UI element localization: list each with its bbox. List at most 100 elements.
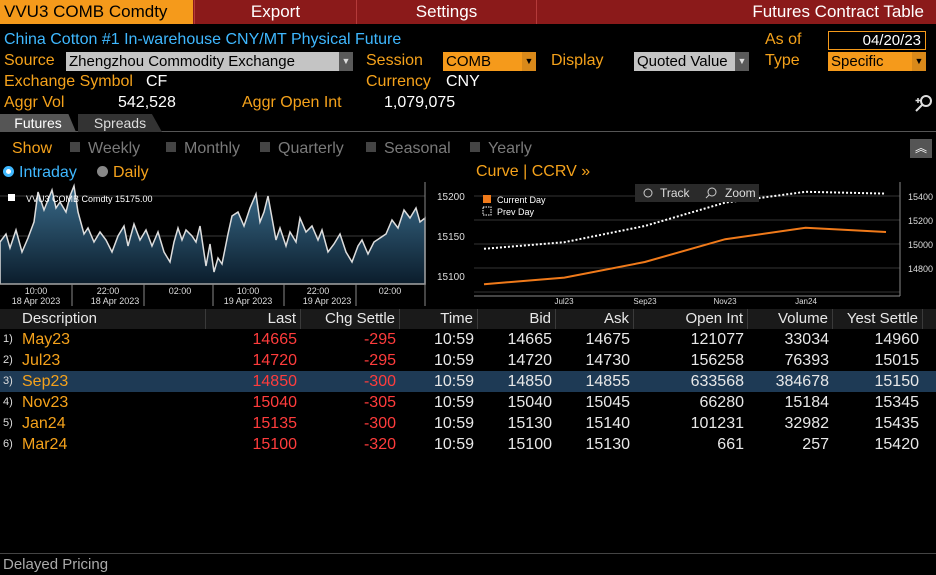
export-button[interactable]: Export [194, 0, 356, 24]
show-quarterly-checkbox[interactable]: Quarterly [260, 140, 344, 158]
intraday-label: Intraday [19, 164, 77, 181]
table-row[interactable]: 1) May23 14665 -295 10:59 14665 14675 121077 330… [0, 329, 936, 350]
checkbox-icon [470, 142, 480, 152]
cell-last: 14665 [252, 331, 298, 348]
table-header: Description Last Chg Settle Time Bid Ask… [0, 309, 936, 329]
cell-chg: -305 [363, 394, 396, 411]
row-index: 1) [3, 333, 13, 345]
source-dropdown[interactable]: Zhengzhou Commodity Exchange ▼ [66, 52, 353, 71]
x-tick-date: 19 Apr 2023 [224, 296, 273, 306]
current-day-line [483, 226, 887, 286]
tab-spreads[interactable]: Spreads [78, 114, 162, 132]
col-ask[interactable]: Ask [556, 309, 634, 329]
aggr-vol-label: Aggr Vol [4, 94, 65, 111]
x-tick-date: 18 Apr 2023 [12, 296, 61, 306]
aggr-vol-value: 542,528 [118, 94, 176, 111]
track-label: Track [660, 186, 691, 200]
cell-bid: 15100 [507, 436, 553, 453]
type-dropdown[interactable]: Specific ▼ [828, 52, 926, 71]
security-description: China Cotton #1 In-warehouse CNY/MT Phys… [4, 31, 402, 48]
tab-futures[interactable]: Futures [0, 114, 76, 132]
cell-time: 10:59 [433, 331, 474, 348]
as-of-date-field[interactable]: 04/20/23 [828, 31, 926, 50]
col-description[interactable]: Description [0, 309, 206, 329]
col-last[interactable]: Last [206, 309, 301, 329]
x-tick-label: 02:00 [379, 286, 402, 296]
cell-chg: -295 [363, 352, 396, 369]
chevron-down-icon: ▼ [522, 52, 536, 71]
cell-oi: 66280 [699, 394, 745, 411]
curve-title[interactable]: Curve | CCRV » [476, 163, 591, 180]
x-tick-date: 18 Apr 2023 [91, 296, 140, 306]
cell-yest: 14960 [874, 331, 920, 348]
row-description[interactable]: Nov23 [22, 394, 69, 411]
legend-prev-label: Prev Day [497, 207, 535, 217]
search-icon[interactable] [914, 94, 934, 117]
table-row[interactable]: 6) Mar24 15100 -320 10:59 15100 15130 661 257 154… [0, 434, 936, 455]
x-tick-label: 02:00 [169, 286, 192, 296]
track-button[interactable]: Track [643, 186, 691, 200]
collapse-chevron-icon[interactable]: ︽ [910, 139, 932, 158]
col-volume[interactable]: Volume [748, 309, 833, 329]
table-row[interactable]: 5) Jan24 15135 -300 10:59 15130 15140 101231 329… [0, 413, 936, 434]
row-index: 2) [3, 354, 13, 366]
ticker-field[interactable]: VVU3 COMB Comdty [0, 0, 193, 24]
cell-chg: -300 [363, 373, 396, 390]
row-index: 6) [3, 438, 13, 450]
x-tick-label: Sep23 [633, 297, 657, 306]
col-chg-settle[interactable]: Chg Settle [301, 309, 400, 329]
table-row[interactable]: 2) Jul23 14720 -295 10:59 14720 14730 156258 763… [0, 350, 936, 371]
col-open-int[interactable]: Open Int [634, 309, 748, 329]
cell-bid: 14720 [507, 352, 553, 369]
title-area [536, 0, 936, 24]
curve-chart[interactable]: Current Day Prev Day Track Zoom 15400 15… [474, 182, 936, 308]
page-title: Futures Contract Table [752, 2, 924, 21]
checkbox-icon [70, 142, 80, 152]
show-weekly-checkbox[interactable]: Weekly [70, 140, 140, 158]
show-yearly-checkbox[interactable]: Yearly [470, 140, 532, 158]
daily-radio[interactable]: Daily [97, 164, 149, 182]
zoom-button[interactable]: Zoom [705, 186, 756, 200]
cell-yest: 15435 [874, 415, 920, 432]
legend-swatch-prev [482, 206, 492, 216]
show-seasonal-checkbox[interactable]: Seasonal [366, 140, 451, 158]
cell-oi: 633568 [690, 373, 744, 390]
intraday-radio[interactable]: Intraday [3, 164, 77, 182]
col-yest-settle[interactable]: Yest Settle [833, 309, 923, 329]
col-bid[interactable]: Bid [478, 309, 556, 329]
show-monthly-checkbox[interactable]: Monthly [166, 140, 240, 158]
col-time[interactable]: Time [400, 309, 478, 329]
row-description[interactable]: Jan24 [22, 415, 66, 432]
show-weekly-label: Weekly [88, 140, 141, 157]
display-dropdown[interactable]: Quoted Value ▼ [634, 52, 749, 71]
cell-time: 10:59 [433, 415, 474, 432]
checkbox-icon [366, 142, 376, 152]
source-label: Source [4, 52, 55, 69]
cell-ask: 15140 [585, 415, 631, 432]
cell-time: 10:59 [433, 394, 474, 411]
cell-oi: 121077 [690, 331, 744, 348]
settings-button[interactable]: Settings [356, 0, 536, 24]
session-dropdown[interactable]: COMB ▼ [443, 52, 536, 71]
legend-current-label: Current Day [497, 195, 546, 205]
row-description[interactable]: Jul23 [22, 352, 61, 369]
prev-day-line [483, 190, 887, 250]
cell-bid: 15130 [507, 415, 553, 432]
as-of-date-value: 04/20/23 [862, 32, 921, 49]
table-row[interactable]: 4) Nov23 15040 -305 10:59 15040 15045 66280 1518… [0, 392, 936, 413]
intraday-chart[interactable]: VVU3 COMB Comdty 15175.00 15200 15150 15… [0, 182, 465, 308]
table-row[interactable]: 3) Sep23 14850 -300 10:59 14850 14855 633568 384… [0, 371, 936, 392]
legend-swatch [8, 194, 15, 201]
row-description[interactable]: May23 [22, 331, 71, 348]
y-tick-label: 14800 [908, 264, 933, 274]
row-description[interactable]: Mar24 [22, 436, 68, 453]
type-label: Type [765, 52, 800, 69]
cell-time: 10:59 [433, 352, 474, 369]
x-tick-label: Jan24 [795, 297, 817, 306]
cell-chg: -300 [363, 415, 396, 432]
aggr-oi-label: Aggr Open Int [242, 94, 342, 111]
row-description[interactable]: Sep23 [22, 373, 69, 390]
cell-oi: 156258 [690, 352, 744, 369]
radio-unselected-icon [97, 166, 108, 177]
cell-last: 15040 [252, 394, 298, 411]
